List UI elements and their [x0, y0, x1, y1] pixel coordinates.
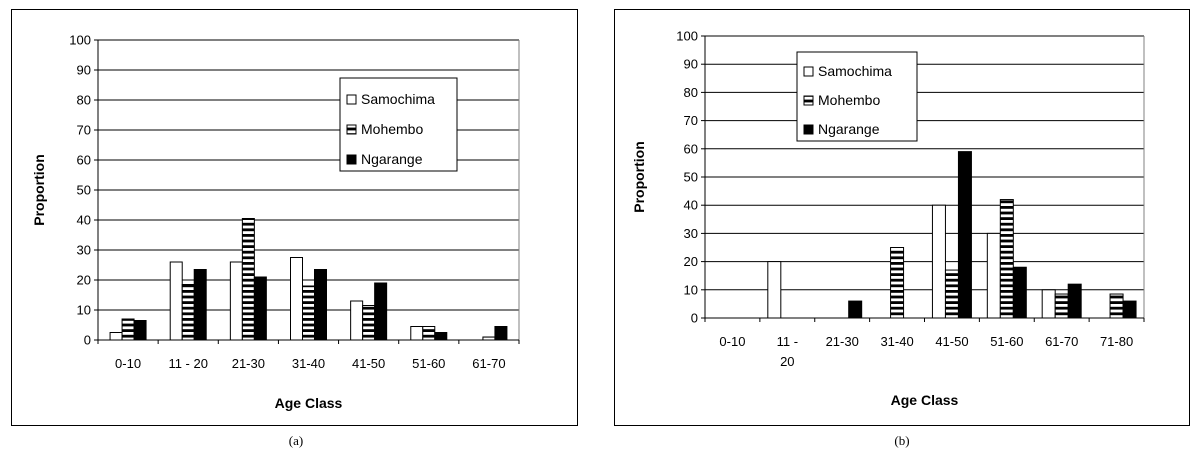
x-tick-label: 0-10: [719, 334, 745, 349]
y-tick-label: 90: [77, 63, 91, 78]
chart-b: 0 10 20 30 40 50 60 70 80 90 100 0-10 11 - 20 21-30 31-…: [631, 29, 1145, 408]
x-tick-label: 41-50: [935, 334, 968, 349]
y-tick-label: 60: [684, 141, 698, 156]
bar-mohembo-6: [422, 326, 436, 341]
chart-a: 0 10 20 30 40 50 60 70 80 90 100 0-10 11 - 20 21-30 31…: [31, 33, 520, 411]
y-axis-title: Proportion: [631, 141, 647, 213]
bar-mohembo-2: [181, 284, 195, 341]
y-tick-label: 0: [691, 311, 698, 326]
x-tick-label: 11 -: [777, 334, 798, 349]
legend-box: [339, 77, 458, 172]
y-tick-label: 30: [77, 243, 91, 258]
bar-samochima-6: [986, 232, 1001, 319]
chart-panel-b: 0 10 20 30 40 50 60 70 80 90 100 0-10 11 - 20 21-30 31-…: [614, 9, 1190, 426]
legend-label-ngarange: Ngarange: [361, 151, 423, 167]
legend-label-samochima: Samochima: [361, 91, 435, 107]
y-tick-label: 10: [684, 282, 698, 297]
x-tick-label: 31-40: [880, 334, 913, 349]
legend-label-mohembo: Mohembo: [818, 92, 880, 108]
y-tick-label: 40: [77, 213, 91, 228]
y-tick-label: 100: [676, 29, 698, 44]
y-tick-label: 50: [77, 183, 91, 198]
bar-mohembo-8: [1109, 293, 1124, 319]
bar-ngarange-3: [848, 300, 863, 319]
bar-ngarange-3: [253, 276, 267, 341]
bar-mohembo-5: [362, 305, 376, 341]
legend-box: [796, 51, 918, 142]
bar-mohembo-1: [121, 318, 135, 341]
bar-samochima-5: [350, 300, 364, 341]
bar-ngarange-7: [1067, 283, 1082, 319]
x-tick-label: 20: [780, 354, 794, 369]
x-tick-label: 21-30: [826, 334, 859, 349]
y-tick-label: 70: [77, 123, 91, 138]
y-tick-label: 30: [684, 226, 698, 241]
bar-mohembo-5: [944, 269, 959, 319]
bar-mohembo-6: [999, 199, 1014, 319]
bar-samochima-7: [1041, 289, 1056, 319]
bar-samochima-5: [931, 204, 946, 319]
y-tick-label: 80: [77, 93, 91, 108]
bar-ngarange-6: [1012, 266, 1027, 319]
y-tick-label: 20: [77, 273, 91, 288]
x-axis-title: Age Class: [891, 392, 959, 408]
bar-mohembo-3: [241, 218, 255, 341]
bar-ngarange-1: [133, 320, 147, 341]
legend-swatch-samochima: [803, 66, 814, 77]
x-tick-label: 61-70: [1045, 334, 1078, 349]
x-tick-label: 0-10: [115, 356, 141, 371]
bar-ngarange-7: [494, 326, 508, 341]
bar-mohembo-7: [482, 336, 496, 341]
bar-samochima-2: [169, 261, 183, 341]
bar-ngarange-4: [314, 269, 327, 341]
x-tick-label: 71-80: [1100, 334, 1133, 349]
x-tick-label: 31-40: [292, 356, 325, 371]
x-tick-label: 61-70: [472, 356, 505, 371]
y-tick-label: 20: [684, 254, 698, 269]
bar-ngarange-5: [374, 282, 388, 341]
bar-samochima-3: [229, 261, 243, 341]
bar-samochima-6: [410, 326, 424, 341]
legend-label-samochima: Samochima: [818, 63, 892, 79]
legend-swatch-samochima: [346, 94, 357, 105]
bar-ngarange-6: [434, 332, 448, 341]
y-axis-title: Proportion: [31, 154, 47, 226]
x-tick-label: 11 - 20: [168, 356, 208, 371]
chart-panel-a: 0 10 20 30 40 50 60 70 80 90 100 0-10 11 - 20 21-30 31…: [11, 9, 578, 426]
x-tick-label: 51-60: [990, 334, 1023, 349]
x-tick-label: 21-30: [232, 356, 265, 371]
bar-samochima-4: [290, 257, 303, 341]
y-tick-label: 80: [684, 85, 698, 100]
bar-ngarange-2: [193, 269, 207, 341]
y-tick-label: 90: [684, 57, 698, 72]
y-tick-label: 0: [84, 333, 91, 348]
y-tick-label: 10: [77, 303, 91, 318]
legend-swatch-ngarange: [803, 124, 814, 135]
bar-mohembo-4: [302, 285, 315, 341]
legend-swatch-mohembo: [346, 124, 357, 135]
x-tick-label: 41-50: [352, 356, 385, 371]
y-tick-label: 40: [684, 198, 698, 213]
y-tick-label: 50: [684, 170, 698, 185]
caption-b: (b): [894, 433, 910, 448]
legend-swatch-ngarange: [346, 154, 357, 165]
caption-a: (a): [288, 433, 304, 448]
bar-ngarange-8: [1122, 300, 1137, 319]
y-tick-label: 100: [69, 33, 91, 48]
legend-label-ngarange: Ngarange: [818, 121, 880, 137]
y-tick-label: 70: [684, 113, 698, 128]
y-tick-label: 60: [77, 153, 91, 168]
bar-ngarange-5: [957, 151, 972, 319]
x-axis-title: Age Class: [275, 395, 343, 411]
bar-mohembo-7: [1054, 293, 1069, 319]
bar-samochima-2: [767, 261, 782, 319]
bar-samochima-1: [109, 332, 123, 341]
x-tick-label: 51-60: [412, 356, 445, 371]
legend-swatch-mohembo: [803, 95, 814, 106]
legend-label-mohembo: Mohembo: [361, 121, 423, 137]
bar-mohembo-4: [890, 247, 905, 319]
